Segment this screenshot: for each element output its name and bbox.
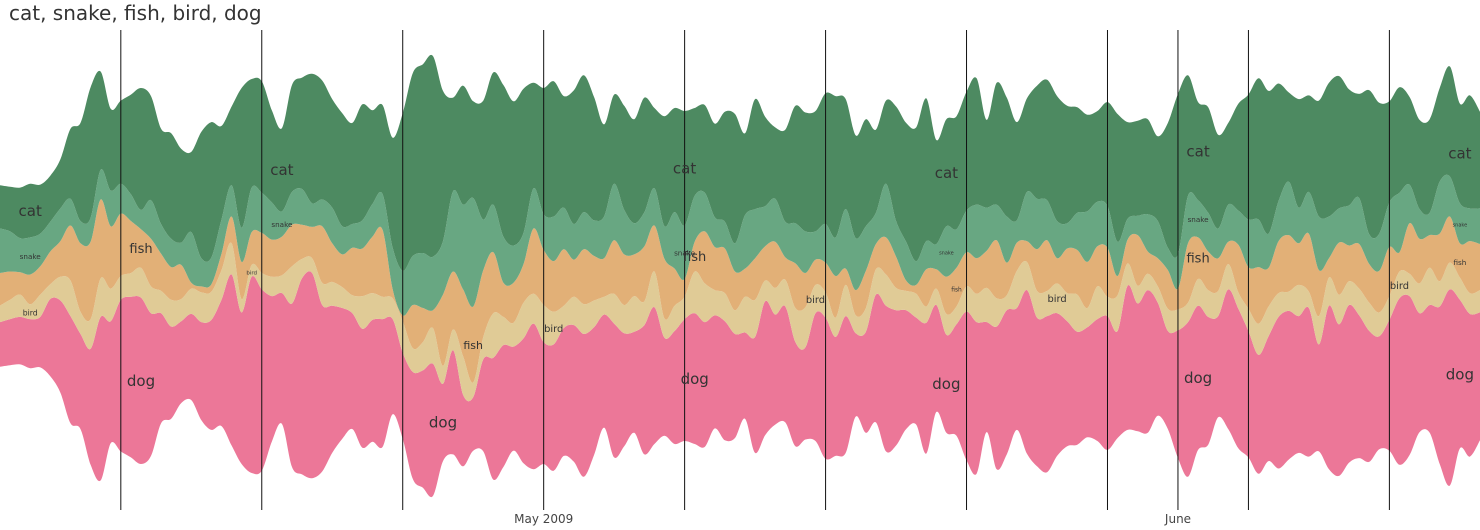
stream-label-snake: snake [939,251,954,257]
stream-label-cat: cat [673,160,696,178]
stream-label-fish: fish [951,288,962,294]
stream-layer-fish [0,199,1480,383]
stream-label-cat: cat [19,202,42,220]
x-tick-label: May 2009 [514,512,573,526]
stream-label-snake: snake [1453,222,1468,228]
stream-label-fish: fish [683,250,706,265]
stream-label-bird: bird [246,271,257,277]
x-tick-label: June [1164,512,1191,526]
stream-label-snake: snake [1188,215,1210,224]
stream-label-snake: snake [20,252,42,261]
stream-label-fish: fish [1186,252,1209,267]
stream-label-snake: snake [271,220,293,229]
stream-label-cat: cat [1448,145,1471,163]
vertical-gridlines [120,30,1390,510]
stream-label-bird: bird [23,309,38,318]
stream-label-snake: snake [674,248,696,257]
stream-layers [0,54,1480,498]
stream-label-bird: bird [1390,281,1409,292]
stream-label-dog: dog [1184,369,1212,387]
stream-label-dog: dog [127,372,155,390]
stream-labels: dog dog dog dog dog dog bird bird bird bird bird bi… [19,142,1474,431]
stream-label-fish: fish [1453,258,1466,267]
stream-label-bird: bird [544,324,563,335]
stream-label-dog: dog [932,375,960,393]
stream-label-cat: cat [270,161,293,179]
chart-title: cat, snake, fish, bird, dog [9,1,262,25]
stream-label-bird: bird [806,295,825,306]
stream-label-fish: fish [129,242,152,257]
stream-layer-dog [0,271,1480,498]
stream-label-dog: dog [1446,365,1474,383]
stream-label-bird: bird [1048,294,1067,305]
stream-label-cat: cat [935,164,958,182]
stream-label-cat: cat [1186,142,1209,160]
stream-label-fish: fish [463,339,483,352]
stream-layer-snake [0,169,1480,316]
stream-label-dog: dog [681,370,709,388]
x-axis-ticks: May 2009 June [514,512,1191,526]
stream-layer-bird [0,242,1480,402]
stream-layer-cat [0,54,1480,271]
stream-label-dog: dog [429,414,457,432]
